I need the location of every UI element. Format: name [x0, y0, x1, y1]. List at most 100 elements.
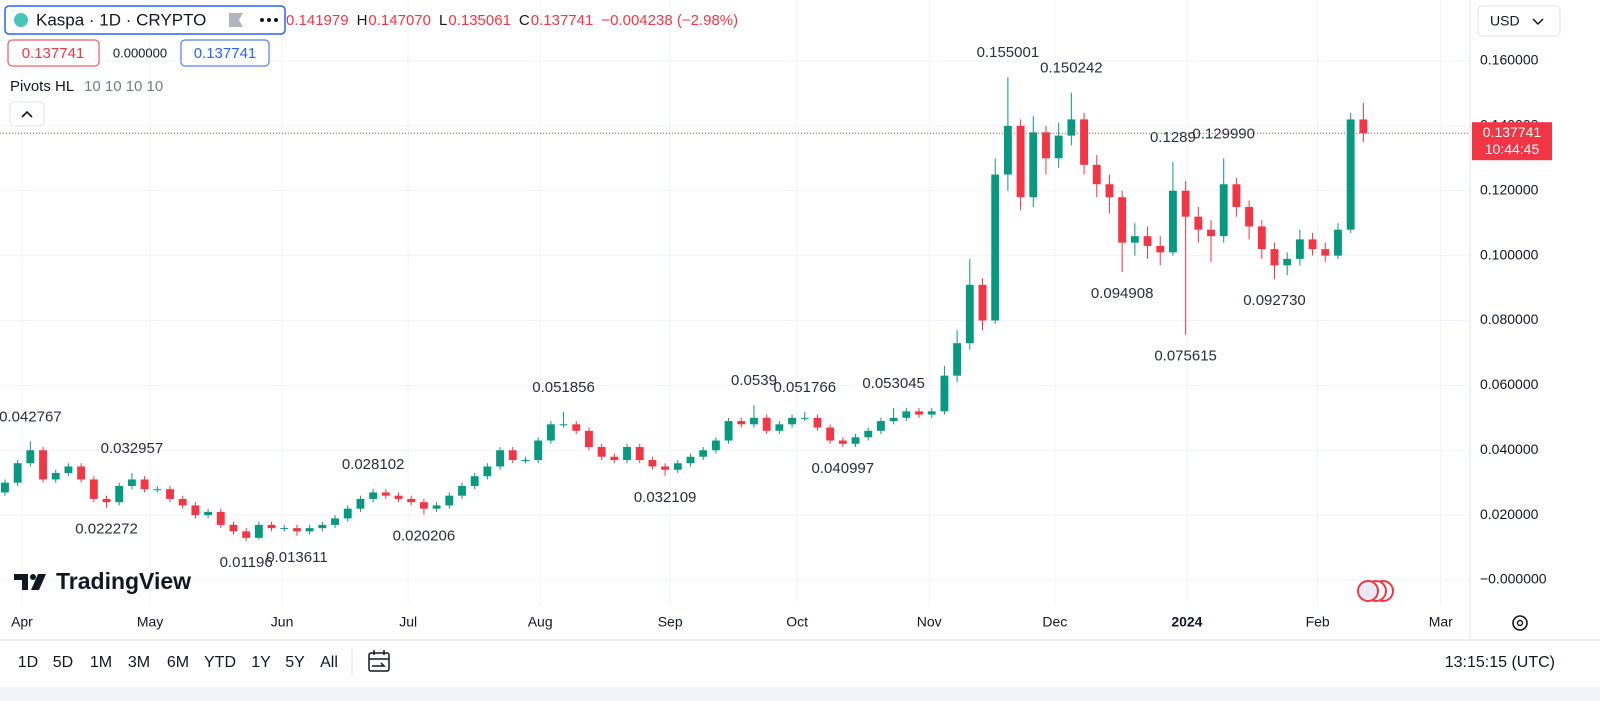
candle-body [483, 466, 492, 477]
candle-body [851, 437, 860, 444]
candle-body [889, 417, 898, 422]
candle-body [115, 485, 124, 503]
candle-body [229, 524, 238, 532]
candle-body [508, 450, 517, 460]
candle-body [623, 447, 631, 460]
price-label-box [1472, 122, 1552, 161]
clock: 13:15:15 (UTC) [1445, 654, 1555, 671]
bottom-strip [0, 687, 1600, 701]
collapse-button[interactable] [9, 101, 45, 127]
currency[interactable]: USD [1490, 13, 1520, 29]
candle-body [724, 421, 733, 441]
candle-body [318, 524, 327, 529]
candle-body [1308, 239, 1317, 250]
candle-body [864, 430, 873, 438]
candle-body [953, 343, 962, 376]
candle-body [1334, 229, 1342, 256]
range-button[interactable]: YTD [204, 654, 236, 671]
pivot-label: 0.013611 [266, 549, 327, 566]
flag-icon[interactable] [229, 13, 243, 27]
candle-body [267, 524, 276, 529]
candle-body [26, 450, 35, 464]
candle-body [876, 421, 885, 431]
candle-body [635, 447, 644, 460]
candle-body [13, 463, 22, 483]
candle-body [1042, 132, 1050, 159]
candle-body [1003, 125, 1012, 175]
indicator-name[interactable]: Pivots HL [10, 78, 74, 95]
candle-body [1295, 239, 1304, 259]
candle-body [585, 430, 593, 448]
candle-body [77, 466, 86, 480]
range-button[interactable]: 1M [90, 654, 112, 671]
candle-body [1156, 245, 1165, 253]
candle-body [800, 417, 809, 419]
range-button[interactable]: 1D [18, 654, 38, 671]
candle-body [254, 524, 263, 538]
range-button[interactable]: 3M [128, 654, 150, 671]
x-tick-label: Feb [1306, 614, 1330, 630]
candle-body [915, 411, 923, 415]
candle-body [813, 417, 822, 428]
candle-body [1092, 164, 1101, 185]
candle-body [343, 508, 352, 519]
candle-body [356, 498, 365, 509]
candle-body [178, 498, 187, 506]
ohlc-value: 0.137741 [531, 12, 594, 29]
candle-body [39, 450, 47, 480]
candle-body [521, 459, 530, 461]
symbol-box[interactable] [4, 5, 286, 35]
sell-price[interactable]: 0.137741 [22, 45, 85, 62]
candle-body [661, 466, 670, 470]
pivot-label: 0.053045 [862, 375, 925, 392]
range-button[interactable]: All [320, 654, 338, 671]
ohlc-value: 0.135061 [448, 12, 511, 29]
pivot-label: 0.129990 [1192, 125, 1255, 142]
buy-price[interactable]: 0.137741 [194, 45, 257, 62]
x-tick-label: Jun [271, 614, 294, 630]
candle-body [838, 440, 847, 444]
candle-body [648, 459, 657, 467]
candle-body [559, 424, 568, 426]
pivot-label: 0.051856 [532, 379, 595, 396]
pivot-label: 0.155001 [977, 44, 1040, 61]
range-button[interactable]: 5D [53, 654, 73, 671]
sell-box[interactable] [7, 39, 100, 67]
symbol: Kaspa · 1D · CRYPTO [36, 10, 206, 29]
chevron-down [1532, 18, 1544, 26]
y-tick-label: 0.020000 [1480, 506, 1539, 522]
calendar-icon[interactable] [368, 650, 390, 672]
range-buttons: 1D 5D 1M 3M 6M YTD 1Y 5Y All [18, 654, 338, 671]
candle-body [610, 456, 619, 460]
pivot-label: 0.028102 [342, 456, 405, 473]
candle-body [51, 472, 60, 480]
currency-box[interactable] [1477, 5, 1561, 37]
settings-icon-core [1516, 619, 1524, 627]
candle-body [419, 502, 428, 509]
candle-body [1054, 135, 1063, 159]
settings-icon[interactable] [1512, 615, 1528, 631]
candle-body [280, 528, 289, 530]
candle-body [166, 489, 174, 499]
candle-body [470, 476, 479, 486]
x-tick-label: Apr [11, 614, 33, 630]
candle-body [711, 440, 720, 451]
ohlc-key: H [357, 12, 368, 29]
candle-body [1016, 125, 1025, 198]
buy-box[interactable] [180, 39, 270, 67]
candle-body [1283, 258, 1292, 266]
ohlc-key: C [519, 12, 530, 29]
event-badge[interactable] [1357, 580, 1394, 602]
range-button[interactable]: 1Y [251, 654, 271, 671]
candle-body [750, 417, 758, 425]
candle-body [445, 495, 454, 506]
candle-body [407, 498, 416, 503]
range-button[interactable]: 6M [167, 654, 189, 671]
pivot-label: 0.092730 [1243, 292, 1306, 309]
range-button[interactable]: 5Y [285, 654, 305, 671]
x-tick-label: Dec [1042, 614, 1067, 630]
candle-body [737, 421, 746, 425]
x-tick-label: Jul [399, 614, 417, 630]
more-icon[interactable] [260, 18, 278, 22]
